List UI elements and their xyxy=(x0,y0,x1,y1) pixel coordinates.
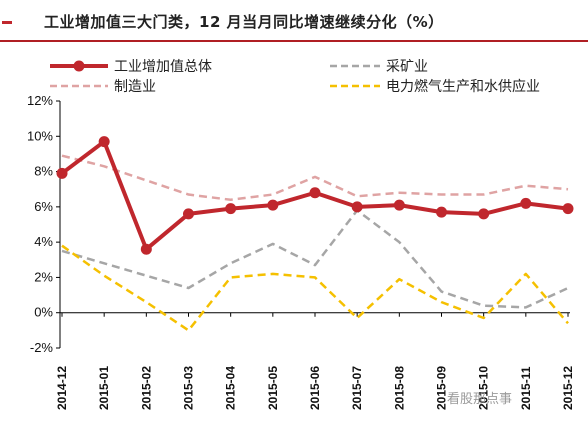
x-tick-label: 2015-02 xyxy=(139,366,153,410)
x-tick-label: 2015-06 xyxy=(308,366,322,410)
y-tick-label: 0% xyxy=(34,305,53,320)
y-tick-label: 4% xyxy=(34,234,53,249)
chart-axes: -2% 0% 2% 4% 6% 8% 10% 12% 2014-12 2015-01 2015-02… xyxy=(27,93,575,410)
series-point xyxy=(56,167,68,179)
x-tick-label: 2015-11 xyxy=(519,366,533,410)
series-point xyxy=(478,208,490,220)
series-point xyxy=(436,206,447,218)
legend-label: 电力燃气生产和水供应业 xyxy=(386,78,540,95)
x-tick-label: 2015-08 xyxy=(392,366,406,410)
x-tick-label: 2015-01 xyxy=(97,366,111,410)
x-tick-label: 2015-05 xyxy=(266,366,280,410)
series-point xyxy=(520,197,532,209)
y-tick-label: 2% xyxy=(34,269,53,284)
series-line-1 xyxy=(61,209,569,309)
legend-label: 工业增加值总体 xyxy=(114,59,212,75)
series-point xyxy=(98,136,110,148)
series-point xyxy=(393,199,405,211)
legend-label: 采矿业 xyxy=(386,59,428,75)
series-point xyxy=(225,203,237,215)
y-tick-label: -2% xyxy=(30,340,54,355)
x-tick-label: 2014-12 xyxy=(55,366,69,410)
series-point xyxy=(309,187,321,199)
y-tick-label: 8% xyxy=(34,164,53,179)
series-point xyxy=(267,199,279,211)
chart-header xyxy=(0,5,588,41)
series-point xyxy=(183,208,194,220)
x-tick-label: 2015-03 xyxy=(182,366,196,410)
x-tick-label: 2015-12 xyxy=(561,366,575,410)
y-tick-label: 10% xyxy=(27,128,53,143)
series-point xyxy=(351,201,363,213)
x-tick-label: 2015-10 xyxy=(477,366,491,410)
legend-marker xyxy=(73,60,85,72)
y-tick-label: 12% xyxy=(27,93,53,108)
series-line-2 xyxy=(61,154,569,202)
title-accent-mark xyxy=(2,21,12,24)
series-point xyxy=(140,243,152,255)
series-point xyxy=(562,203,574,215)
x-tick-label: 2015-04 xyxy=(224,366,238,410)
x-tick-label: 2015-09 xyxy=(435,366,449,410)
y-tick-label: 6% xyxy=(34,199,53,214)
series-line-3 xyxy=(61,244,569,332)
legend-label: 制造业 xyxy=(114,79,156,95)
title-divider xyxy=(0,40,588,42)
chart-title: 工业增加值三大门类，12 月当月同比增速继续分化（%） xyxy=(44,13,444,31)
chart-series xyxy=(56,136,574,332)
x-tick-label: 2015-07 xyxy=(350,366,364,410)
watermark-text: 看股那点事 xyxy=(447,392,513,407)
